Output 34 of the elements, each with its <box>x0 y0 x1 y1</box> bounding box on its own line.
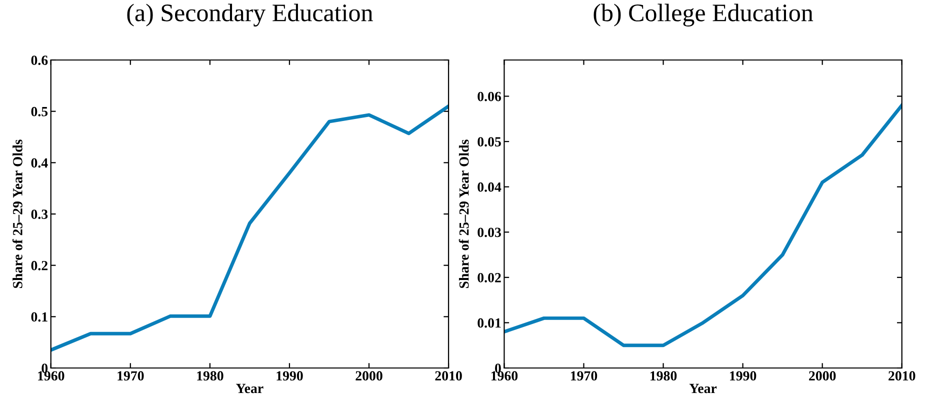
y-axis-title: Share of 25–29 Year Olds <box>12 140 22 288</box>
x-tick-label: 1970 <box>570 371 598 381</box>
y-tick-label: 0.03 <box>478 228 501 238</box>
y-tick-label: 0.2 <box>31 260 48 270</box>
y-tick-label: 0.5 <box>31 106 48 116</box>
line-series <box>50 104 449 352</box>
x-axis-title: Year <box>236 384 264 394</box>
x-tick-label: 1970 <box>118 371 144 381</box>
x-axis-title: Year <box>689 384 717 394</box>
x-tick-label: 1960 <box>38 371 64 381</box>
y-tick-label: 0.1 <box>31 312 48 322</box>
line-series <box>504 104 902 348</box>
y-tick-label: 0 <box>495 364 501 373</box>
x-tick-label: 1960 <box>491 371 518 381</box>
y-tick-label: 0.3 <box>31 210 48 220</box>
x-tick-label: 2000 <box>356 371 382 381</box>
chart-title: (a) Secondary Education <box>127 4 373 27</box>
y-tick-label: 0.06 <box>478 92 502 102</box>
chart-title: (b) College Education <box>594 4 814 27</box>
y-tick-label: 0.02 <box>478 272 501 282</box>
x-tick-label: 2010 <box>435 371 462 381</box>
y-tick-label: 0.4 <box>31 158 48 168</box>
x-tick-label: 2010 <box>888 371 916 381</box>
x-tick-label: 1980 <box>650 371 677 381</box>
y-tick-label: 0 <box>42 364 48 373</box>
y-tick-label: 0.6 <box>31 56 48 66</box>
y-tick-label: 0.05 <box>478 137 501 147</box>
y-axis-title: Share of 25–29 Year Olds <box>458 140 469 288</box>
x-tick-label: 1990 <box>276 371 303 381</box>
x-tick-label: 1980 <box>197 371 224 381</box>
y-tick-label: 0.04 <box>478 182 502 192</box>
x-tick-label: 2000 <box>809 371 836 381</box>
y-tick-label: 0.01 <box>478 318 501 328</box>
x-tick-label: 1990 <box>730 371 756 381</box>
